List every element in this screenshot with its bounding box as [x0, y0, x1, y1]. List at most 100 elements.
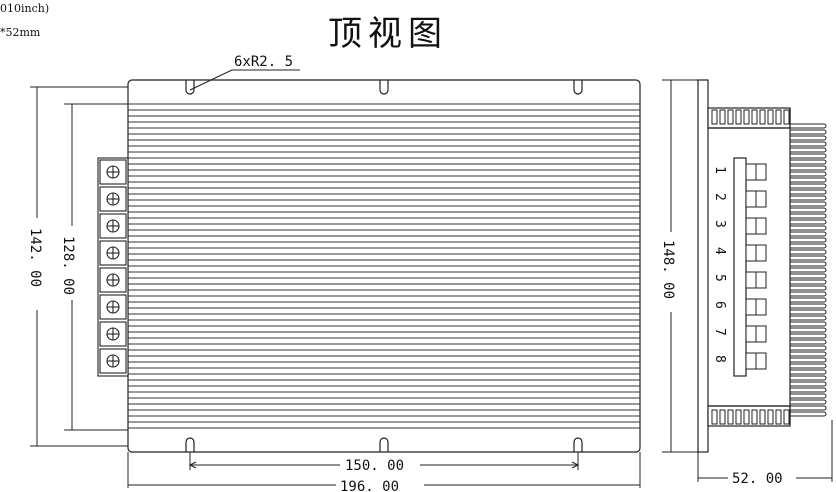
- dim-196-lines: [127, 452, 641, 488]
- heatsink-fin: [790, 315, 827, 321]
- pin-tab: [745, 163, 757, 181]
- dim-148-label: 148. 00: [660, 240, 676, 299]
- heatsink-fin: [790, 363, 827, 369]
- pin-label: 2: [712, 193, 727, 201]
- pin-tab: [745, 352, 757, 370]
- pin-tab-outline: [756, 298, 767, 316]
- terminal-cell: [99, 186, 127, 212]
- pin-tab-outline: [756, 352, 767, 370]
- side-heatsink-fins: [790, 123, 827, 417]
- heatsink-fin: [790, 297, 827, 303]
- dim-52-lines: [697, 420, 833, 482]
- heatsink-fin: [790, 309, 827, 315]
- heatsink-fin: [790, 381, 827, 387]
- heatsink-fin: [790, 135, 827, 141]
- dim-128-label: 128. 00: [60, 236, 76, 295]
- fin-tooth: [743, 409, 750, 425]
- side-base-plate: [697, 79, 709, 453]
- pin-label: 1: [712, 166, 727, 174]
- fin-tooth: [711, 109, 718, 125]
- side-pin-tabs: [745, 163, 767, 370]
- fin-tooth: [743, 109, 750, 125]
- top-note-line-1: 010inch): [0, 2, 50, 15]
- heatsink-fin: [790, 303, 827, 309]
- heatsink-fin: [790, 321, 827, 327]
- pin-tab: [745, 244, 757, 262]
- heatsink-fin: [790, 225, 827, 231]
- dim-52-label: 52. 00: [732, 471, 783, 487]
- heatsink-fin: [790, 261, 827, 267]
- heatsink-fin: [790, 213, 827, 219]
- pin-label: 3: [712, 220, 727, 228]
- pin-tab: [745, 271, 757, 289]
- heatsink-fin: [790, 171, 827, 177]
- radius-callout: [189, 69, 300, 91]
- slot-bottom-left: [185, 437, 195, 452]
- fin-tooth: [759, 409, 766, 425]
- slot-bottom-right: [573, 437, 583, 452]
- dim-196-label: 196. 00: [340, 479, 399, 492]
- fin-tooth: [751, 109, 758, 125]
- fin-tooth: [727, 109, 734, 125]
- pin-label: 8: [712, 355, 727, 363]
- slot-top-right: [573, 80, 583, 95]
- heatsink-fin: [790, 405, 827, 411]
- heatsink-fin: [790, 177, 827, 183]
- pin-tab: [745, 217, 757, 235]
- heatsink-fin: [790, 279, 827, 285]
- heatsink-fin: [790, 273, 827, 279]
- pin-label: 7: [712, 328, 727, 336]
- slot-top-mid: [379, 80, 389, 95]
- heatsink-fin: [790, 129, 827, 135]
- terminal-screws: [99, 159, 127, 374]
- pin-label: 4: [712, 247, 727, 255]
- heatsink-fin: [790, 237, 827, 243]
- fin-tooth: [783, 109, 790, 125]
- heatsink-fin: [790, 249, 827, 255]
- heatsink-fin: [790, 351, 827, 357]
- pin-label: 5: [712, 274, 727, 282]
- dim-150-lines: [188, 452, 580, 470]
- pin-tab-outline: [756, 163, 767, 181]
- pin-labels: 1 2 3 4 5 6 7 8: [712, 166, 727, 363]
- heatsink-fin: [790, 153, 827, 159]
- heatsink-fin: [790, 339, 827, 345]
- heatsink-fin: [790, 399, 827, 405]
- slot-bottom-mid: [379, 437, 389, 452]
- side-connector-strip: [733, 157, 747, 377]
- heatsink-fin: [790, 189, 827, 195]
- heatsink-fin: [790, 207, 827, 213]
- heatsink-fin: [790, 123, 827, 129]
- heatsink-fin: [790, 345, 827, 351]
- heatsink-fin: [790, 195, 827, 201]
- pin-tab-outline: [756, 217, 767, 235]
- heatsink-fin: [790, 201, 827, 207]
- fin-tooth: [719, 409, 726, 425]
- slot-top-left: [185, 80, 195, 95]
- fin-tooth: [751, 409, 758, 425]
- fin-tooth: [711, 409, 718, 425]
- fin-tooth: [735, 109, 742, 125]
- fin-tooth: [727, 409, 734, 425]
- pin-tab-outline: [756, 325, 767, 343]
- heatsink-fin: [790, 147, 827, 153]
- heatsink-fin: [790, 267, 827, 273]
- fin-lines: [128, 103, 640, 429]
- heatsink-fin: [790, 375, 827, 381]
- heatsink-fin: [790, 357, 827, 363]
- side-view: [697, 79, 827, 453]
- heatsink-fin: [790, 231, 827, 237]
- pin-tab-outline: [756, 244, 767, 262]
- heatsink-fin: [790, 219, 827, 225]
- terminal-cell: [99, 348, 127, 374]
- fin-tooth: [719, 109, 726, 125]
- heatsink-fin: [790, 411, 827, 417]
- drawing-title: 顶视图: [328, 14, 448, 54]
- pin-tab: [745, 190, 757, 208]
- pin-label: 6: [712, 301, 727, 309]
- dim-128-lines: [64, 103, 128, 431]
- dim-150-label: 150. 00: [345, 458, 404, 474]
- fin-tooth: [767, 409, 774, 425]
- fin-tooth: [775, 409, 782, 425]
